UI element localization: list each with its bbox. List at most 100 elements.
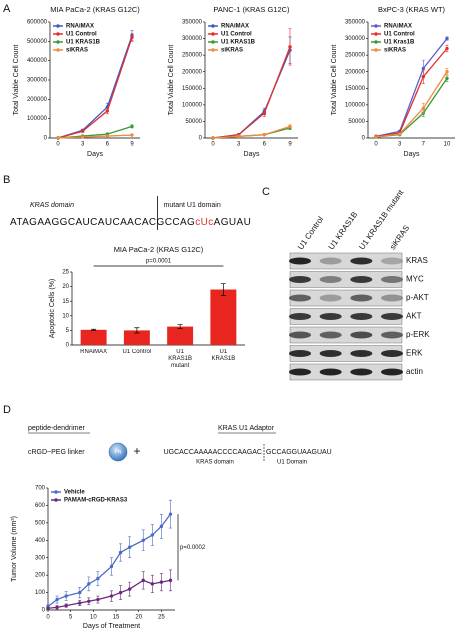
chart-title: PANC-1 (KRAS G12C) (213, 5, 290, 14)
marker (445, 70, 449, 74)
x-tick-label: 5 (69, 615, 73, 621)
sequence-part: ATAGAAGGCAUCAUCAACAC (10, 217, 157, 228)
legend-label: RNAiMAX (66, 24, 94, 30)
blot-band (289, 276, 311, 283)
blot-band (289, 331, 311, 339)
series-line (57, 134, 133, 139)
marker (211, 136, 215, 140)
legend-label: U1 Control (66, 32, 97, 38)
marker (141, 578, 145, 583)
y-tick-label: 300000 (27, 78, 48, 84)
marker (421, 106, 426, 110)
blot-band (289, 350, 311, 357)
x-axis-label: Days (87, 151, 103, 158)
legend-label: RNAiMAX (384, 24, 412, 30)
construct-label: KRAS U1 Adaptor (218, 425, 275, 432)
x-tick-label: 0 (56, 142, 60, 148)
annotation: p=0.0001 (146, 259, 172, 265)
y-tick-label: 100000 (345, 102, 366, 108)
chart-title: MIA PaCa-2 (KRAS G12C) (114, 245, 204, 254)
legend-label: U1 Kras1B (384, 40, 415, 46)
panel-letter: B (3, 174, 10, 186)
marker (87, 599, 91, 603)
marker (421, 74, 426, 79)
blot-band (350, 257, 373, 265)
bar (210, 289, 237, 345)
blot-band (381, 294, 403, 302)
y-tick-label: 100000 (182, 102, 203, 108)
dendrimer (108, 442, 128, 462)
x-tick-label: 6 (106, 142, 110, 148)
bar (167, 326, 194, 345)
x-tick-label: 3 (237, 142, 241, 148)
blot-band (319, 331, 342, 339)
plus: + (133, 444, 140, 458)
marker (46, 606, 50, 610)
y-tick-label: 700 (35, 486, 46, 492)
blot-band (289, 294, 311, 302)
panel-letter: A (3, 3, 11, 15)
marker (141, 538, 145, 542)
lane-label: U1 Control (296, 215, 325, 252)
y-tick-label: 200000 (345, 69, 366, 75)
marker (236, 134, 241, 139)
y-tick-label: 200 (35, 573, 46, 579)
x-tick-label-box: RNAiMAX (80, 349, 107, 355)
legend-marker (211, 24, 215, 28)
x-axis-label: Days (404, 151, 420, 158)
blot-band (350, 331, 373, 339)
series-line (212, 46, 291, 139)
y-tick-label: 15 (62, 299, 69, 305)
marker (150, 533, 155, 537)
marker (96, 576, 100, 581)
panel-letter: D (3, 404, 11, 416)
marker (127, 545, 132, 549)
marker (56, 136, 60, 140)
blot-band (381, 313, 403, 320)
x-tick-label: 6 (263, 142, 267, 148)
x-tick-label: 0 (46, 615, 50, 621)
domain-label: mutant U1 domain (164, 202, 221, 209)
marker (127, 587, 132, 591)
marker (262, 132, 267, 137)
x-tick-label: 3 (81, 142, 85, 148)
legend-marker (211, 40, 215, 44)
y-tick-label: 5 (66, 328, 70, 334)
marker (78, 601, 82, 605)
y-tick-label: 0 (66, 343, 70, 349)
marker (78, 590, 82, 595)
marker (64, 594, 68, 598)
marker (445, 36, 449, 41)
blot-band (319, 257, 342, 265)
legend-marker (54, 498, 58, 502)
marker (374, 135, 378, 139)
blot-band (381, 276, 403, 283)
blot-band (381, 257, 403, 265)
sequence: UGCACCAAAAACCCCAAGAC (164, 449, 262, 456)
marker (96, 597, 100, 602)
legend-label: siKRAS (66, 48, 88, 54)
blot-band (381, 331, 403, 339)
legend-marker (56, 24, 60, 28)
blot-row-label: ERK (406, 349, 423, 358)
legend-marker (374, 48, 378, 52)
x-tick-label: U1 Control (122, 349, 152, 355)
blot-row-label: actin (406, 367, 423, 376)
domain-label: KRAS domain (30, 202, 74, 209)
blot-band (381, 368, 403, 376)
marker (80, 129, 85, 133)
marker (159, 524, 164, 529)
legend-label: U1 Control (384, 32, 415, 38)
y-tick-label: 200000 (182, 69, 203, 75)
sequence-part: AGUAU (214, 217, 252, 228)
marker (105, 109, 110, 113)
legend-marker (211, 32, 215, 36)
blot-band (319, 276, 342, 283)
marker (118, 590, 123, 595)
y-tick-label: 0 (362, 136, 366, 142)
series-line (212, 125, 291, 139)
y-tick-label: 400 (35, 538, 46, 544)
marker (397, 132, 402, 136)
legend-marker (56, 32, 60, 36)
marker (55, 597, 59, 602)
